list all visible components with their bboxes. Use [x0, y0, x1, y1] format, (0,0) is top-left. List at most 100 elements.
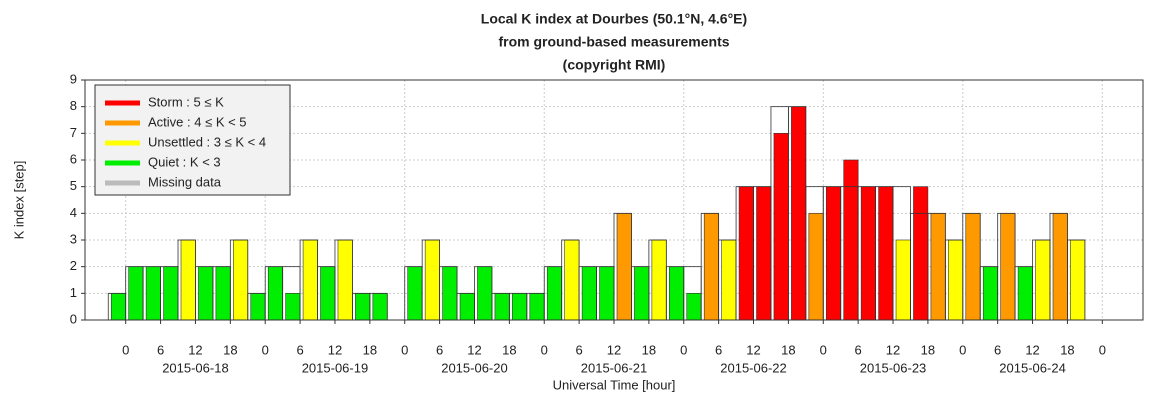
- x-tick-label: 0: [680, 342, 687, 357]
- y-tick-label: 6: [70, 151, 77, 166]
- bar: [215, 266, 231, 321]
- x-tick-label: 18: [223, 342, 237, 357]
- y-tick-label: 9: [70, 71, 77, 86]
- x-tick-label: 12: [886, 342, 900, 357]
- bar: [163, 266, 179, 321]
- bar: [180, 239, 196, 321]
- x-tick-label: 6: [715, 342, 722, 357]
- x-tick-label: 6: [436, 342, 443, 357]
- bar: [546, 266, 562, 321]
- plot-frame: [84, 79, 1144, 321]
- y-tick-label: 0: [70, 311, 77, 326]
- bar: [110, 293, 126, 321]
- bar: [1017, 266, 1033, 321]
- x-tick-label: 0: [401, 342, 408, 357]
- bar: [320, 266, 336, 321]
- x-tick-label: 12: [328, 342, 342, 357]
- chart-copyright: (copyright RMI): [563, 57, 666, 73]
- bar: [808, 213, 824, 321]
- x-tick-label: 0: [959, 342, 966, 357]
- x-tick-label: 6: [994, 342, 1001, 357]
- day-label: 2015-06-21: [581, 360, 648, 375]
- bar: [442, 266, 458, 321]
- bar: [721, 239, 737, 321]
- x-tick-label: 18: [642, 342, 656, 357]
- y-tick-label: 3: [70, 231, 77, 246]
- y-tick-label: 2: [70, 258, 77, 273]
- bar: [703, 213, 719, 321]
- x-tick-label: 12: [1025, 342, 1039, 357]
- day-label: 2015-06-20: [441, 360, 508, 375]
- x-tick-label: 0: [262, 342, 269, 357]
- bar: [581, 266, 597, 321]
- bar: [878, 186, 894, 321]
- day-label: 2015-06-18: [162, 360, 229, 375]
- bar: [494, 293, 510, 321]
- x-tick-label: 12: [607, 342, 621, 357]
- bar: [913, 186, 929, 321]
- bar: [791, 106, 807, 321]
- x-tick-label: 6: [855, 342, 862, 357]
- bar: [337, 239, 353, 321]
- bar: [372, 293, 388, 321]
- bar: [948, 239, 964, 321]
- x-tick-label: 6: [296, 342, 303, 357]
- day-label: 2015-06-23: [860, 360, 927, 375]
- bar: [669, 266, 685, 321]
- bar: [128, 266, 144, 321]
- y-tick-label: 5: [70, 178, 77, 193]
- bar: [1070, 239, 1086, 321]
- x-tick-label: 12: [467, 342, 481, 357]
- legend-label: Missing data: [148, 174, 222, 189]
- bar: [860, 186, 876, 321]
- day-label: 2015-06-22: [720, 360, 787, 375]
- bar: [930, 213, 946, 321]
- bar: [1000, 213, 1016, 321]
- y-tick-label: 8: [70, 98, 77, 113]
- bar: [302, 239, 318, 321]
- bar: [512, 293, 528, 321]
- y-tick-label: 4: [70, 205, 77, 220]
- bar: [982, 266, 998, 321]
- x-tick-label: 18: [921, 342, 935, 357]
- legend-label: Quiet : K < 3: [148, 154, 221, 169]
- day-label: 2015-06-19: [302, 360, 369, 375]
- x-axis-label: Universal Time [hour]: [553, 377, 676, 392]
- bar: [477, 266, 493, 321]
- x-tick-label: 6: [576, 342, 583, 357]
- bar: [424, 239, 440, 321]
- bar: [634, 266, 650, 321]
- x-tick-label: 18: [502, 342, 516, 357]
- bar: [756, 186, 772, 321]
- bar: [355, 293, 371, 321]
- x-tick-label: 12: [746, 342, 760, 357]
- bar: [616, 213, 632, 321]
- x-tick-label: 18: [363, 342, 377, 357]
- bar: [529, 293, 545, 321]
- x-tick-label: 12: [188, 342, 202, 357]
- bar: [773, 133, 789, 321]
- bar: [407, 266, 423, 321]
- bar: [686, 293, 702, 321]
- x-tick-label: 18: [781, 342, 795, 357]
- legend-label: Unsettled : 3 ≤ K < 4: [148, 134, 266, 149]
- bar: [843, 159, 859, 321]
- x-tick-label: 0: [122, 342, 129, 357]
- bar: [1052, 213, 1068, 321]
- y-axis-label: K index [step]: [11, 161, 26, 240]
- x-tick-label: 18: [1060, 342, 1074, 357]
- bar: [965, 213, 981, 321]
- bar: [738, 186, 754, 321]
- bar: [459, 293, 475, 321]
- x-tick-label: 0: [820, 342, 827, 357]
- x-tick-label: 0: [1099, 342, 1106, 357]
- legend-label: Storm : 5 ≤ K: [148, 94, 224, 109]
- bar: [250, 293, 266, 321]
- bar: [564, 239, 580, 321]
- bar: [895, 239, 911, 321]
- bar: [267, 266, 283, 321]
- chart-title: Local K index at Dourbes (50.1°N, 4.6°E): [481, 11, 747, 27]
- bar: [198, 266, 214, 321]
- y-tick-label: 1: [70, 285, 77, 300]
- x-tick-label: 0: [541, 342, 548, 357]
